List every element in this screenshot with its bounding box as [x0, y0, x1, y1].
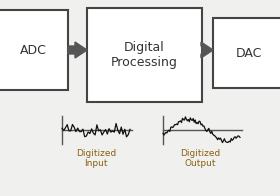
Bar — [0, 10, 68, 90]
FancyArrow shape — [201, 42, 213, 58]
Bar — [213, 18, 280, 88]
Text: ADC: ADC — [20, 44, 46, 56]
FancyArrow shape — [68, 42, 87, 58]
Text: Digitized
Output: Digitized Output — [180, 149, 220, 168]
Bar — [87, 8, 202, 102]
Text: Digital
Processing: Digital Processing — [111, 41, 178, 69]
Text: Digitized
Input: Digitized Input — [76, 149, 116, 168]
Text: DAC: DAC — [236, 46, 262, 60]
